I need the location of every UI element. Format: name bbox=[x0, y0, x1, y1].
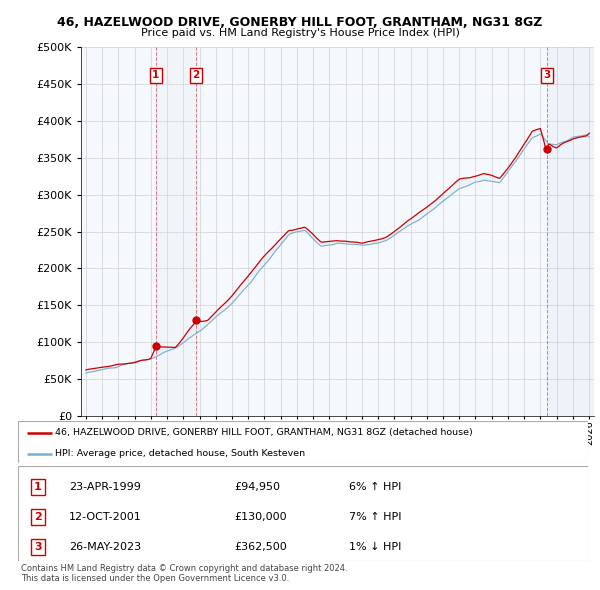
Text: 1% ↓ HPI: 1% ↓ HPI bbox=[349, 542, 401, 552]
Text: 12-OCT-2001: 12-OCT-2001 bbox=[70, 512, 142, 522]
Text: 3: 3 bbox=[34, 542, 42, 552]
Text: 2: 2 bbox=[34, 512, 42, 522]
Text: 23-APR-1999: 23-APR-1999 bbox=[70, 482, 141, 492]
Text: 2: 2 bbox=[193, 70, 200, 80]
Text: Price paid vs. HM Land Registry's House Price Index (HPI): Price paid vs. HM Land Registry's House … bbox=[140, 28, 460, 38]
Bar bbox=[547, 47, 594, 416]
Text: HPI: Average price, detached house, South Kesteven: HPI: Average price, detached house, Sout… bbox=[55, 450, 305, 458]
Text: £94,950: £94,950 bbox=[235, 482, 281, 492]
Text: 7% ↑ HPI: 7% ↑ HPI bbox=[349, 512, 401, 522]
Text: £362,500: £362,500 bbox=[235, 542, 287, 552]
Bar bbox=[156, 47, 196, 416]
Text: 26-MAY-2023: 26-MAY-2023 bbox=[70, 542, 142, 552]
Text: Contains HM Land Registry data © Crown copyright and database right 2024.
This d: Contains HM Land Registry data © Crown c… bbox=[21, 564, 347, 584]
Text: 46, HAZELWOOD DRIVE, GONERBY HILL FOOT, GRANTHAM, NG31 8GZ: 46, HAZELWOOD DRIVE, GONERBY HILL FOOT, … bbox=[58, 16, 542, 29]
Text: 46, HAZELWOOD DRIVE, GONERBY HILL FOOT, GRANTHAM, NG31 8GZ (detached house): 46, HAZELWOOD DRIVE, GONERBY HILL FOOT, … bbox=[55, 428, 473, 437]
Text: 1: 1 bbox=[34, 482, 42, 492]
Text: 6% ↑ HPI: 6% ↑ HPI bbox=[349, 482, 401, 492]
Text: £130,000: £130,000 bbox=[235, 512, 287, 522]
Text: 1: 1 bbox=[152, 70, 160, 80]
Text: 3: 3 bbox=[543, 70, 551, 80]
